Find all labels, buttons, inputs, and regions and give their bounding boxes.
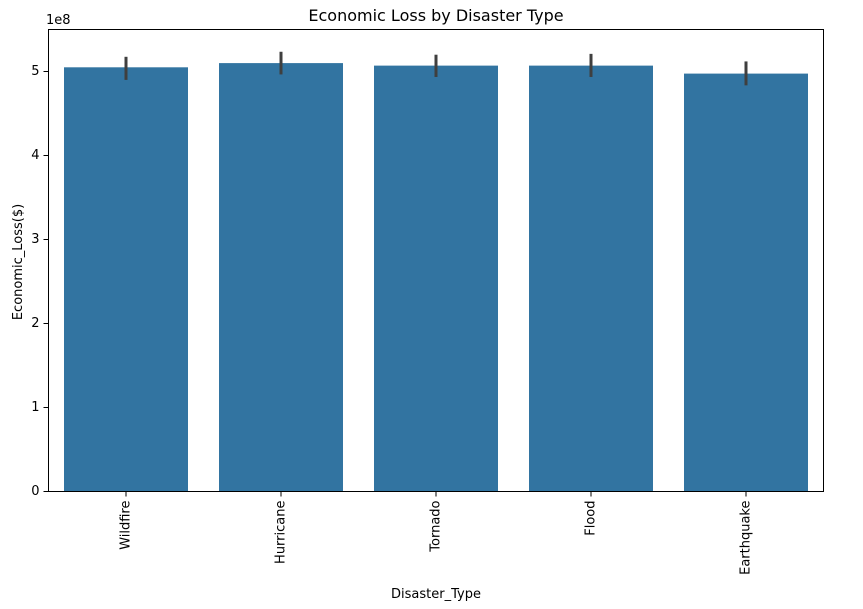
y-tick-label: 0 [31, 484, 39, 499]
y-tick-label: 4 [31, 148, 39, 163]
x-tick-label: Wildfire [119, 501, 134, 550]
bar-wildfire [64, 67, 188, 492]
bars [64, 63, 808, 492]
y-tick-label: 2 [31, 316, 39, 331]
x-axis-label: Disaster_Type [391, 587, 481, 602]
x-tick-label: Flood [584, 501, 599, 536]
y-axis-ticks: 0 1 2 3 4 5 [31, 64, 49, 499]
x-tick-label: Earthquake [739, 501, 754, 575]
y-axis-label: Economic_Loss($) [11, 204, 26, 320]
bar-tornado [374, 65, 498, 492]
bar-earthquake [684, 73, 808, 492]
bar-flood [529, 65, 653, 492]
bar-hurricane [219, 63, 343, 492]
error-bars [124, 51, 748, 86]
y-tick-label: 1 [31, 400, 39, 415]
plot-frame [48, 29, 824, 492]
x-tick-label: Hurricane [274, 501, 289, 564]
x-axis-ticks: Wildfire Hurricane Tornado Flood Earthquake [119, 491, 754, 575]
x-tick-label: Tornado [429, 500, 444, 552]
y-offset-label: 1e8 [46, 13, 71, 28]
y-tick-label: 5 [31, 64, 39, 79]
y-tick-label: 3 [31, 232, 39, 247]
chart-title: Economic Loss by Disaster Type [308, 6, 563, 25]
